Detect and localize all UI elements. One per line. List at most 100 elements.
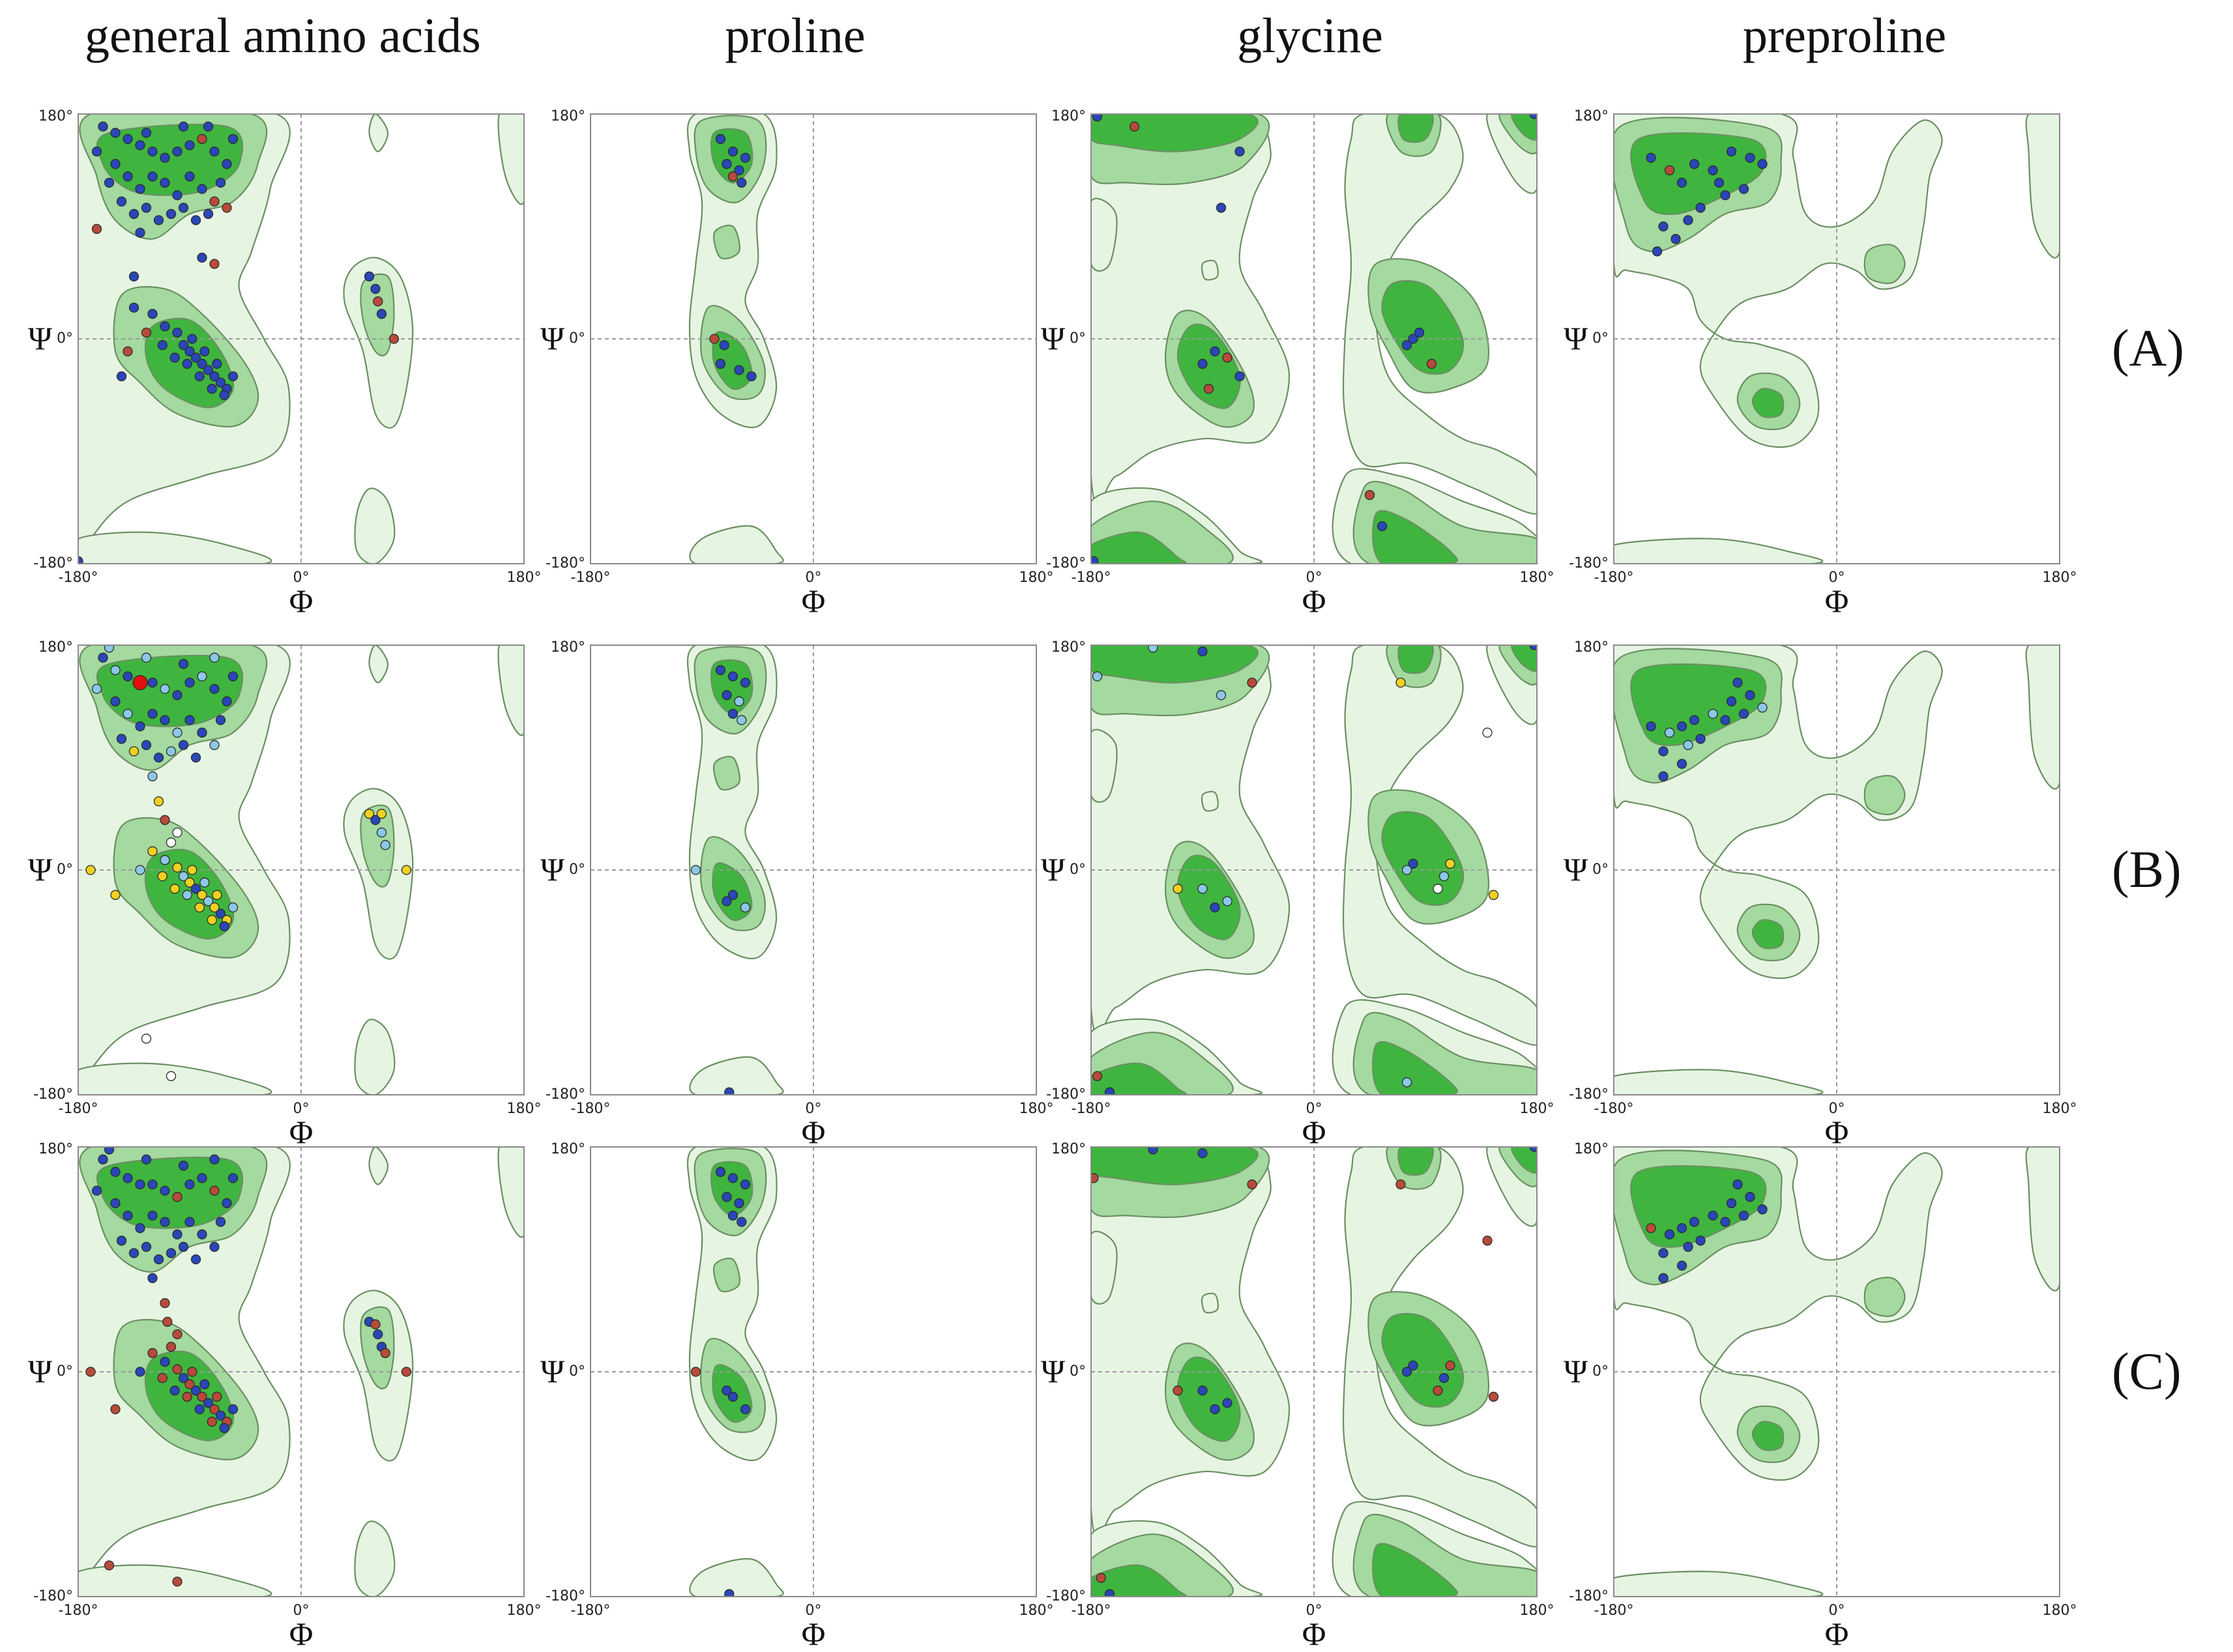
data-point — [1708, 1210, 1718, 1221]
data-point — [157, 871, 168, 882]
data-point — [737, 715, 747, 725]
data-point — [172, 1576, 182, 1587]
data-point — [172, 862, 182, 873]
data-point — [104, 1560, 115, 1571]
allowed-region — [713, 224, 740, 260]
data-point — [219, 390, 229, 400]
data-point — [209, 684, 220, 694]
column-title-preproline: preproline — [1742, 8, 1947, 63]
data-point — [203, 121, 214, 132]
data-point — [1216, 203, 1227, 213]
data-point — [222, 159, 232, 169]
data-point — [141, 128, 152, 138]
data-point — [1646, 721, 1656, 732]
x-tick-label: 0° — [806, 570, 822, 586]
data-point — [203, 209, 214, 219]
data-point — [215, 908, 226, 919]
data-point — [1695, 203, 1706, 213]
data-point — [727, 890, 738, 900]
data-point — [135, 1179, 145, 1190]
data-point — [78, 556, 83, 564]
x-axis-label: Φ — [289, 1114, 314, 1150]
row-label-c: (C) — [2112, 1343, 2182, 1400]
data-point — [128, 746, 139, 757]
y-tick-label: 0° — [57, 330, 73, 347]
data-point — [1433, 1385, 1443, 1396]
plot-frame — [590, 113, 1037, 564]
favored-region — [1511, 1147, 1537, 1174]
data-point — [197, 1229, 207, 1239]
ramachandran-svg: 180° 0° -180°-180° 0° 180° Φ Ψ — [1041, 639, 1554, 1150]
data-point — [1377, 521, 1388, 532]
data-point — [212, 890, 222, 900]
ramachandran-svg: 180° 0° -180°-180° 0° 180° Φ Ψ — [540, 108, 1053, 619]
favored-region — [1381, 1312, 1465, 1408]
y-axis-label: Ψ — [1041, 1353, 1065, 1389]
data-point — [160, 1357, 170, 1367]
y-axis-label: Ψ — [540, 1353, 564, 1389]
data-point — [1720, 190, 1730, 201]
x-tick-label: -180° — [1072, 570, 1111, 586]
data-point — [182, 890, 192, 900]
data-point — [203, 896, 214, 906]
data-point — [1445, 858, 1455, 869]
data-point — [178, 740, 189, 750]
plot-general-b: 180° 0° -180° -180° 0° 180° Φ Ψ — [28, 639, 541, 1150]
data-point — [1745, 690, 1755, 701]
data-point — [153, 752, 164, 763]
x-tick-label: 0° — [293, 570, 310, 586]
data-point — [215, 1410, 226, 1421]
data-point — [1676, 177, 1687, 188]
column-title-general: general amino acids — [85, 8, 481, 63]
data-point — [222, 203, 232, 213]
y-tick-label: -180° — [1569, 1588, 1609, 1604]
y-axis-label: Ψ — [1564, 320, 1588, 356]
y-tick-label: 180° — [551, 639, 585, 656]
y-tick-label: 0° — [57, 862, 73, 878]
plot-frame — [1613, 1146, 2060, 1597]
data-point — [219, 1423, 229, 1433]
data-point — [376, 309, 387, 319]
data-point — [1482, 1236, 1493, 1246]
data-point — [1197, 884, 1208, 894]
data-point — [1658, 746, 1669, 757]
y-tick-label: -180° — [546, 1086, 585, 1103]
ramachandran-svg: 180° 0° -180°-180° 0° 180° Φ Ψ — [1564, 639, 2077, 1150]
data-point — [1732, 1179, 1743, 1190]
data-point — [187, 1367, 197, 1377]
generous-region — [1201, 259, 1219, 281]
data-point — [160, 684, 170, 694]
data-point — [740, 902, 751, 913]
plot-frame — [1090, 645, 1538, 1095]
x-axis-label: Φ — [1825, 1114, 1849, 1150]
data-point — [157, 1372, 168, 1384]
y-axis-label: Ψ — [28, 1353, 52, 1389]
x-tick-label: -180° — [59, 570, 98, 586]
data-point — [1210, 902, 1220, 913]
data-point — [141, 652, 152, 663]
data-point — [388, 334, 400, 344]
plot-glycine-b: 180° 0° -180° -180° 0° 180° Φ Ψ — [1041, 639, 1554, 1150]
data-point — [1720, 715, 1730, 725]
data-point — [135, 184, 145, 194]
data-point — [194, 1404, 205, 1415]
data-point — [91, 224, 102, 234]
data-point — [1658, 221, 1669, 232]
data-point — [727, 146, 738, 157]
data-point — [1720, 1217, 1730, 1227]
ramachandran-svg: 180° 0° -180°-180° 0° 180° Φ Ψ — [540, 1141, 1053, 1652]
data-point — [160, 152, 170, 163]
data-point — [1726, 696, 1737, 706]
data-point — [1092, 1071, 1103, 1081]
data-point — [104, 645, 115, 653]
data-point — [160, 815, 170, 825]
favored-region — [1511, 645, 1537, 672]
data-point — [141, 1154, 152, 1165]
data-point — [364, 271, 375, 282]
data-point — [172, 827, 182, 838]
x-tick-label: -180° — [1594, 570, 1634, 586]
data-point — [184, 1179, 195, 1190]
y-tick-label: 180° — [1574, 639, 1609, 656]
data-point — [1488, 1391, 1499, 1402]
x-tick-label: 180° — [2043, 1602, 2077, 1619]
